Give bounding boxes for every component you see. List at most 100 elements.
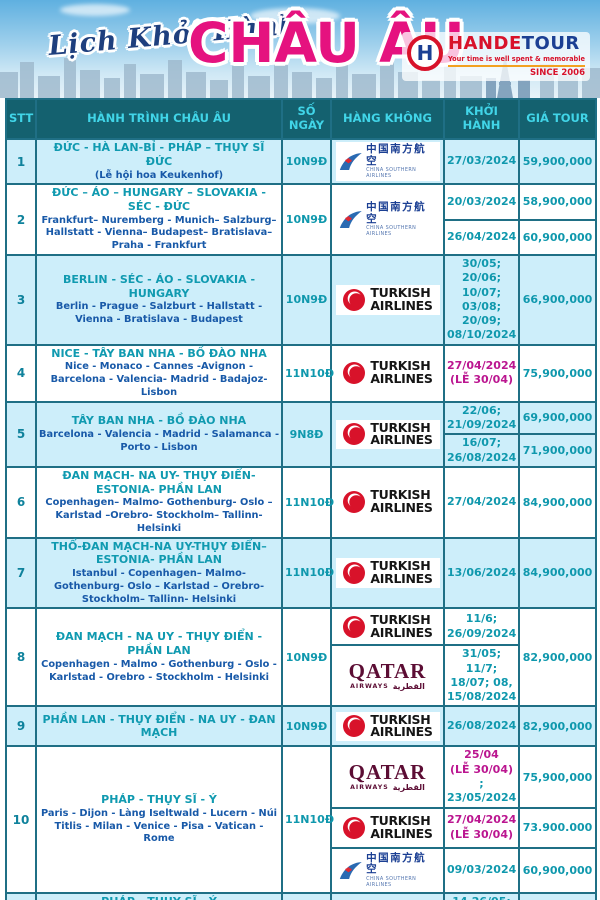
price-cell: 82,900,000: [518, 705, 597, 748]
banner: Lịch Khởi Hành CHÂU ÂU H HANDETOUR Your …: [0, 0, 600, 98]
qatar-airways-sub: AIRWAYS: [350, 783, 389, 791]
itinerary-cell: BERLIN - SÉC - ÁO - SLOVAKIA - HUNGARY Be…: [35, 253, 283, 346]
itinerary-cell: PHÁP - THỤY SĨ - Ý Paris - Dijon - Làng I…: [35, 745, 283, 894]
stt-cell: 3: [5, 253, 37, 346]
turkish-airlines-logo: TURKISH AIRLINES: [335, 487, 440, 517]
departure-cell: 13/06/2024: [443, 536, 520, 610]
departure-line: 20/03/2024: [447, 194, 517, 208]
departure-line: 27/04/2024: [447, 495, 517, 509]
departure-line: 26/04/2024: [447, 230, 517, 244]
stt-cell: 8: [5, 607, 37, 708]
column-header-1: HÀNH TRÌNH CHÂU ÂU: [35, 98, 283, 140]
departure-line: 27/03/2024: [447, 154, 517, 168]
table-row: 7 THỔ-ĐAN MẠCH-NA UY-THỤY ĐIỂN–ESTONIA- P…: [5, 536, 597, 610]
qatar-airways-arabic: القطرية: [392, 681, 425, 691]
tour-title: ĐỨC – ÁO – HUNGARY – SLOVAKIA - SÉC - ĐỨ…: [52, 186, 266, 213]
handetour-logo-icon: H: [406, 35, 443, 71]
departure-line: 16/07;: [461, 436, 502, 450]
departure-line: (LỄ 30/04): [449, 827, 514, 841]
tour-route: Berlin - Prague - Salzburt - Hallstatt -…: [55, 301, 263, 326]
departure-cell: 27/03/2024: [443, 137, 520, 186]
stt-cell: 10: [5, 745, 37, 894]
tour-title: ĐỨC - HÀ LAN-BỈ - PHÁP – THỤY SĨ ĐỨC: [53, 141, 265, 168]
airline-cell: 中国南方航空 CHINA SOUTHERN AIRLINES: [330, 183, 445, 256]
brand-tour: TOUR: [521, 33, 580, 54]
price-cell: 75,900,000: [518, 343, 597, 403]
price-cell: 60,900,000: [518, 218, 597, 256]
tour-title: ĐAN MẠCH - NA UY - THỤY ĐIỂN - PHẦN LAN: [55, 630, 263, 658]
tour-title: TÂY BAN NHA - BỒ ĐÀO NHA: [71, 414, 247, 428]
turkish-airlines-logo: TURKISH AIRLINES: [335, 558, 440, 588]
tour-title: PHÁP - THỤY SĨ - Ý: [101, 793, 217, 807]
table-row: 8 ĐAN MẠCH - NA UY - THỤY ĐIỂN - PHẦN LAN…: [5, 607, 597, 708]
days-cell: 10N9Đ: [281, 183, 332, 256]
departure-line: 21/09/2024: [447, 417, 517, 431]
price-cell: 82,900,000: [518, 607, 597, 708]
table-header-row: STT HÀNH TRÌNH CHÂU ÂU SỐ NGÀY HÀNG KHÔNG KH…: [5, 98, 597, 140]
airline-cell: QATAR AIRWAYS القطرية: [330, 745, 445, 809]
turkish-airlines-name-line2: AIRLINES: [370, 297, 433, 313]
turkish-airlines-logo: TURKISH AIRLINES: [335, 812, 440, 843]
departure-cell: 27/04/2024 (LỄ 30/04): [443, 343, 520, 403]
tour-route: (Lễ hội hoa Keukenhof): [94, 169, 224, 181]
departure-cell: 26/04/2024: [443, 218, 520, 256]
days-cell: 11N10Đ: [281, 745, 334, 894]
turkish-airlines-name-line1: TURKISH: [370, 285, 431, 301]
departure-cell: 27/04/2024 (LỄ 30/04): [443, 806, 520, 849]
departure-line: 30/05;: [461, 256, 502, 270]
tour-title: PHẦN LAN - THỤY ĐIỂN - NA UY - ĐAN MẠCH: [42, 712, 276, 740]
cloud-decoration: [250, 8, 340, 24]
days-cell: 10N9Đ: [281, 607, 332, 708]
brand-name: HANDETOUR: [447, 33, 585, 54]
departure-line: (LỄ 30/04): [449, 762, 514, 776]
turkish-airlines-bird-icon: [343, 561, 366, 584]
airline-cell: 中国南方航空 CHINA SOUTHERN AIRLINES: [330, 846, 445, 894]
table-row: 中国南方航空 CHINA SOUTHERN AIRLINES 09/03/2024 6…: [6, 846, 597, 894]
table-row: 6 ĐAN MẠCH- NA UY- THỤY ĐIỂN- ESTONIA- PH…: [5, 465, 597, 539]
turkish-airlines-name-line1: TURKISH: [370, 558, 431, 574]
stt-cell: 4: [5, 343, 37, 403]
airline-cell: QATAR AIRWAYS القطرية: [330, 644, 445, 708]
departure-cell: 31/05; 11/7; 18/07; 08, 15/08/2024: [443, 644, 520, 708]
qatar-airways-logo: QATAR AIRWAYS القطرية: [335, 760, 440, 795]
departure-line: 03/08;: [461, 299, 502, 313]
table-row: 16/07; 26/08/2024 71,900,000: [6, 433, 597, 468]
departure-line: 08/10/2024: [447, 328, 517, 342]
days-cell: 11N10Đ: [281, 465, 334, 539]
itinerary-cell: ĐAN MẠCH - NA UY - THỤY ĐIỂN - PHẦN LAN C…: [35, 607, 283, 708]
brand-hande: HANDE: [447, 33, 522, 54]
table-row: 10 PHÁP - THỤY SĨ - Ý Paris - Dijon - Làng…: [5, 745, 597, 894]
turkish-airlines-bird-icon: [343, 423, 366, 446]
tour-route: Barcelona - Valencia - Madrid - Salamanc…: [39, 428, 280, 453]
turkish-airlines-name-line1: TURKISH: [370, 358, 431, 374]
turkish-airlines-bird-icon: [343, 288, 366, 311]
itinerary-cell: TÂY BAN NHA - BỒ ĐÀO NHA Barcelona - Vale…: [35, 400, 283, 468]
stt-cell: 7: [5, 536, 37, 610]
table-row: QATAR AIRWAYS القطرية 31/05; 11/7; 18/07; 08…: [6, 644, 596, 708]
china-southern-airlines-logo: 中国南方航空 CHINA SOUTHERN AIRLINES: [335, 850, 440, 890]
turkish-airlines-name-line1: TURKISH: [370, 711, 431, 727]
logo-monogram: H: [416, 41, 434, 65]
city-skyline-graphic: [0, 54, 600, 98]
days-cell: 11N10Đ: [281, 536, 334, 610]
handetour-logo: H HANDETOUR Your time is well spent & me…: [401, 32, 590, 81]
departure-cell: 20/03/2024: [443, 183, 520, 221]
price-cell: 71,900,000: [518, 433, 597, 468]
price-cell: 59,900,000: [518, 137, 597, 186]
turkish-airlines-logo: TURKISH AIRLINES: [335, 285, 440, 315]
departure-line: 09/03/2024: [447, 863, 517, 877]
price-cell: 66,900,000: [518, 253, 597, 346]
departure-cell: 14,26/05;04,11,18/06: [443, 891, 520, 900]
departure-line: 22/06;: [461, 403, 502, 417]
china-southern-tail-icon: [339, 211, 362, 229]
itinerary-cell: PHẦN LAN - THỤY ĐIỂN - NA UY - ĐAN MẠCH: [35, 705, 283, 748]
table-row: 3 BERLIN - SÉC - ÁO - SLOVAKIA - HUNGARY B…: [5, 253, 597, 346]
stt-cell: 5: [5, 400, 37, 468]
departure-line: 15/08/2024: [447, 690, 517, 704]
